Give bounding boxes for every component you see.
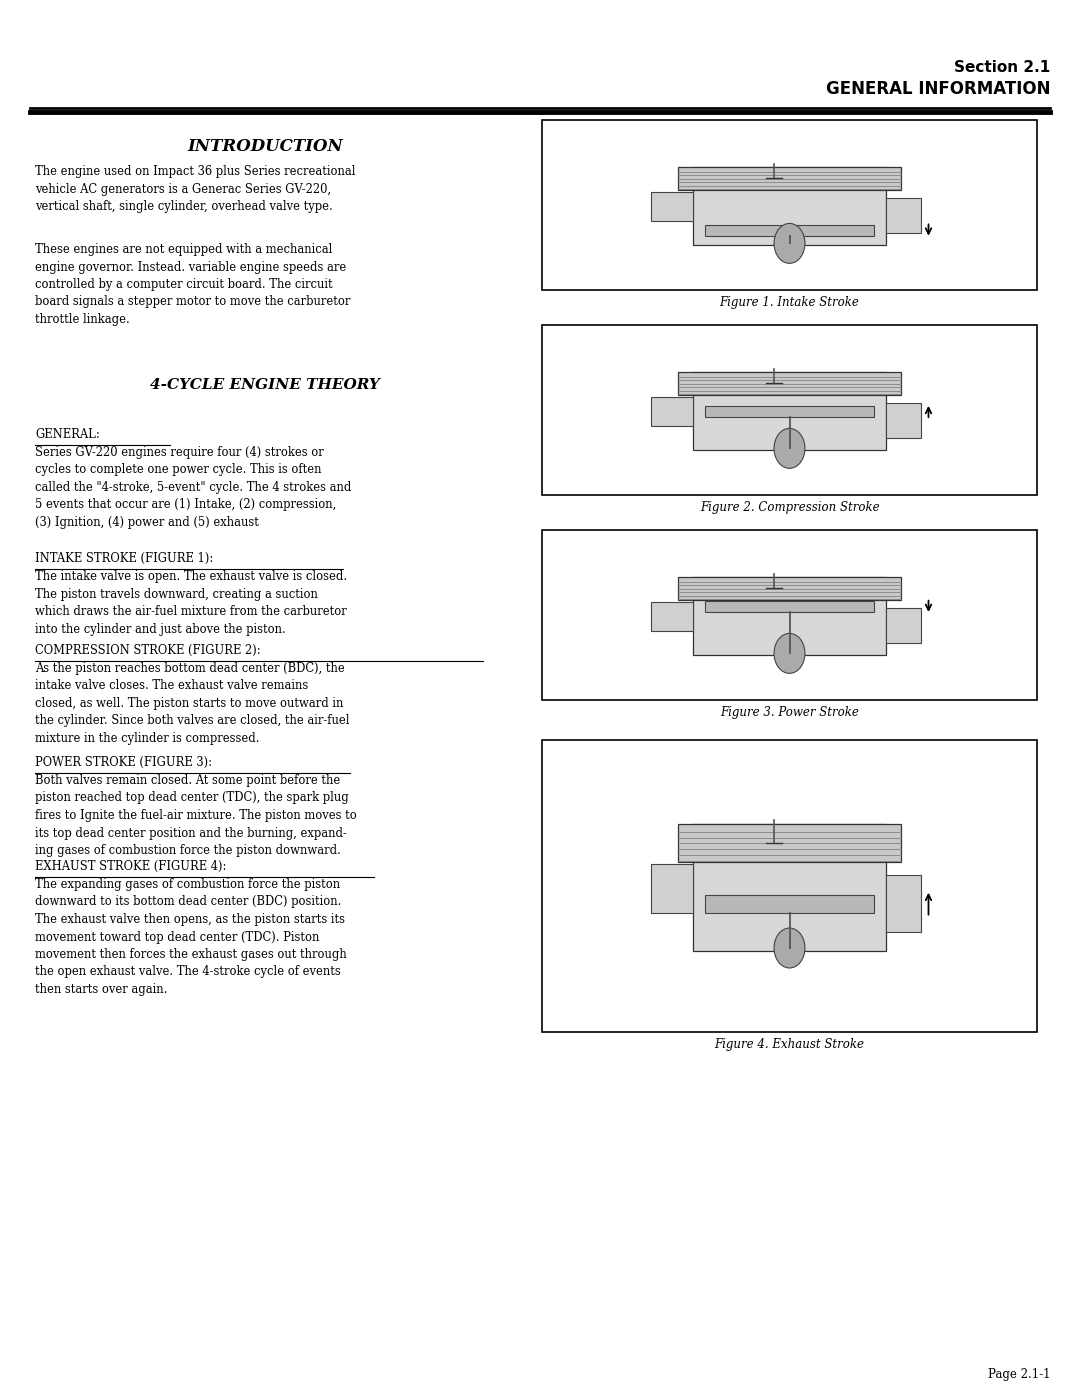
Bar xyxy=(693,372,886,450)
Bar xyxy=(542,529,1037,700)
Text: The expanding gases of combustion force the piston
downward to its bottom dead c: The expanding gases of combustion force … xyxy=(35,877,347,996)
Bar xyxy=(650,191,693,221)
Bar xyxy=(886,198,921,233)
Bar xyxy=(704,895,875,912)
Bar xyxy=(704,225,875,236)
Text: Series GV-220 engines require four (4) strokes or
cycles to complete one power c: Series GV-220 engines require four (4) s… xyxy=(35,446,351,529)
Circle shape xyxy=(774,928,805,968)
Bar xyxy=(650,397,693,426)
Bar xyxy=(542,120,1037,291)
Bar xyxy=(677,166,902,190)
Bar xyxy=(704,601,875,612)
Text: Figure 1. Intake Stroke: Figure 1. Intake Stroke xyxy=(719,296,860,309)
Text: Figure 4. Exhaust Stroke: Figure 4. Exhaust Stroke xyxy=(715,1038,864,1051)
Bar xyxy=(886,608,921,643)
Text: Page 2.1-1: Page 2.1-1 xyxy=(987,1368,1050,1382)
Text: As the piston reaches bottom dead center (BDC), the
intake valve closes. The exh: As the piston reaches bottom dead center… xyxy=(35,662,350,745)
Bar xyxy=(693,166,886,244)
Text: The engine used on Impact 36 plus Series recreational
vehicle AC generators is a: The engine used on Impact 36 plus Series… xyxy=(35,165,355,212)
Circle shape xyxy=(774,224,805,264)
Text: COMPRESSION STROKE (FIGURE 2):: COMPRESSION STROKE (FIGURE 2): xyxy=(35,644,260,657)
Bar xyxy=(693,577,886,655)
Text: POWER STROKE (FIGURE 3):: POWER STROKE (FIGURE 3): xyxy=(35,756,212,768)
Bar xyxy=(542,326,1037,495)
Circle shape xyxy=(774,429,805,468)
Text: Figure 2. Compression Stroke: Figure 2. Compression Stroke xyxy=(700,500,879,514)
Bar xyxy=(886,402,921,439)
Bar xyxy=(693,824,886,950)
Text: INTAKE STROKE (FIGURE 1):: INTAKE STROKE (FIGURE 1): xyxy=(35,552,213,564)
Bar xyxy=(704,407,875,418)
Bar xyxy=(650,602,693,631)
Bar xyxy=(677,577,902,601)
Text: Section 2.1: Section 2.1 xyxy=(954,60,1050,75)
Text: INTRODUCTION: INTRODUCTION xyxy=(187,138,342,155)
Text: Both valves remain closed. At some point before the
piston reached top dead cent: Both valves remain closed. At some point… xyxy=(35,774,356,856)
Text: Figure 3. Power Stroke: Figure 3. Power Stroke xyxy=(720,705,859,718)
Bar xyxy=(677,372,902,395)
Bar xyxy=(542,740,1037,1032)
Text: These engines are not equipped with a mechanical
engine governor. Instead. varia: These engines are not equipped with a me… xyxy=(35,243,350,326)
Text: GENERAL INFORMATION: GENERAL INFORMATION xyxy=(825,80,1050,98)
Text: 4-CYCLE ENGINE THEORY: 4-CYCLE ENGINE THEORY xyxy=(150,379,380,393)
Text: GENERAL:: GENERAL: xyxy=(35,427,99,441)
Text: The intake valve is open. The exhaust valve is closed.
The piston travels downwa: The intake valve is open. The exhaust va… xyxy=(35,570,347,636)
Bar xyxy=(886,875,921,932)
Text: EXHAUST STROKE (FIGURE 4):: EXHAUST STROKE (FIGURE 4): xyxy=(35,861,227,873)
Bar xyxy=(677,824,902,862)
Bar xyxy=(650,865,693,912)
Circle shape xyxy=(774,633,805,673)
